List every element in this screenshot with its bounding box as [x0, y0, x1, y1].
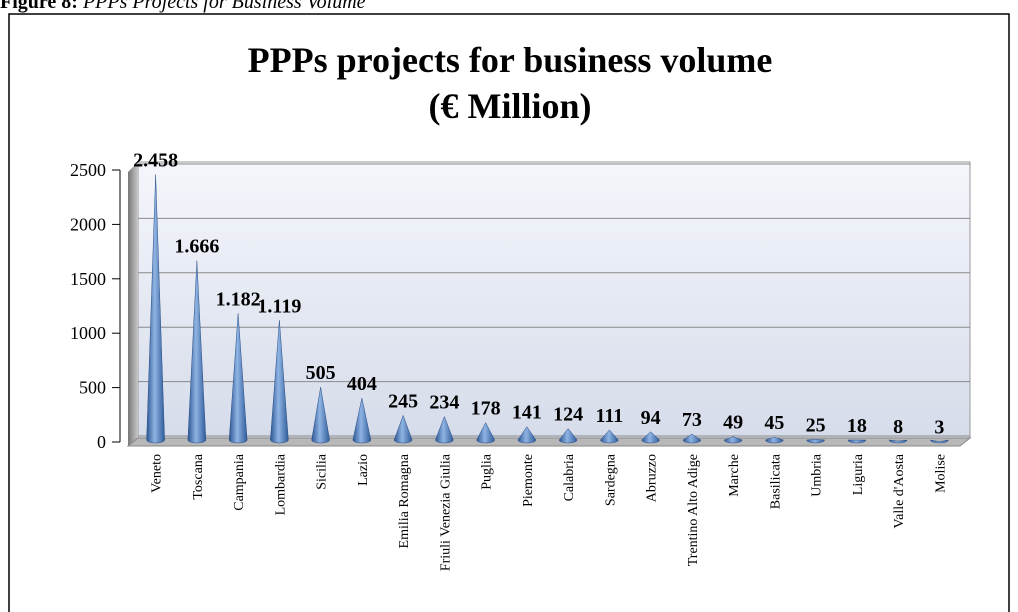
x-tick-label: Emilia Romagna	[397, 453, 412, 548]
value-label: 245	[388, 390, 418, 412]
cone	[476, 422, 495, 444]
x-tick-label: Umbria	[810, 453, 825, 497]
x-tick-label: Valle d'Aosta	[892, 453, 907, 528]
x-tick-label: Sardegna	[603, 453, 618, 506]
cone	[435, 415, 454, 444]
cone	[352, 397, 372, 444]
cone	[517, 426, 537, 444]
cone	[393, 414, 413, 444]
cone	[187, 260, 207, 444]
value-label: 1.182	[216, 288, 261, 310]
cone	[888, 439, 908, 444]
value-label: 234	[429, 392, 459, 414]
cone	[682, 433, 702, 444]
value-label: 111	[595, 405, 623, 427]
cone	[723, 436, 743, 444]
value-label: 73	[682, 409, 702, 431]
value-label: 3	[934, 417, 944, 439]
cone	[765, 436, 784, 444]
x-tick-label: Liguria	[851, 453, 866, 495]
value-label: 178	[471, 398, 501, 420]
cone	[847, 439, 867, 444]
x-tick-label: Sicilia	[315, 453, 330, 490]
x-tick-label: Marche	[727, 454, 742, 497]
cone	[311, 387, 330, 444]
value-label: 49	[723, 412, 743, 434]
x-tick-label: Campania	[232, 453, 247, 511]
value-label: 1.119	[257, 295, 301, 317]
value-label: 404	[347, 373, 377, 395]
cone	[600, 429, 619, 444]
value-label: 124	[553, 404, 583, 426]
value-label: 25	[806, 414, 826, 436]
y-tick-label: 2500	[70, 160, 106, 180]
side-wall	[128, 162, 138, 446]
x-tick-label: Lombardia	[273, 453, 288, 515]
value-label: 45	[764, 412, 784, 434]
y-tick-label: 1000	[70, 323, 106, 343]
x-tick-label: Basilicata	[768, 453, 783, 509]
caption-label: Figure 8:	[0, 0, 78, 13]
floor	[126, 437, 972, 447]
value-label: 94	[641, 407, 661, 429]
value-label: 8	[893, 416, 903, 438]
cone	[930, 439, 949, 444]
cone	[641, 431, 660, 444]
y-tick-label: 1500	[70, 269, 106, 289]
x-tick-label: Toscana	[191, 453, 206, 499]
cone	[228, 313, 248, 444]
value-label: 2.458	[133, 150, 178, 172]
frame	[8, 13, 1010, 612]
x-tick-label: Lazio	[356, 454, 371, 486]
y-tick-label: 2000	[70, 214, 106, 234]
x-tick-label: Veneto	[150, 454, 165, 493]
cone	[558, 428, 578, 444]
x-tick-label: Abruzzo	[645, 454, 660, 502]
value-label: 1.666	[174, 236, 219, 258]
x-tick-label: Molise	[933, 454, 948, 493]
value-label: 141	[512, 402, 542, 424]
x-tick-label: Puglia	[480, 453, 495, 490]
value-label: 18	[847, 415, 867, 437]
x-tick-label: Calabria	[562, 453, 577, 501]
chart-title: PPPs projects for business volume	[248, 40, 773, 80]
cone	[146, 174, 165, 444]
x-tick-label: Trentino Alto Adige	[686, 454, 701, 566]
caption-text: PPPs Projects for Business Volume	[82, 0, 366, 13]
x-tick-label: Friuli Venezia Giulia	[438, 453, 453, 571]
chart-subtitle: (€ Million)	[429, 86, 592, 126]
x-tick-label: Piemonte	[521, 454, 536, 507]
y-tick-label: 500	[79, 378, 106, 398]
figure-caption: Figure 8: PPPs Projects for Business Vol…	[0, 0, 366, 14]
cone	[270, 320, 289, 444]
y-tick-label: 0	[97, 432, 106, 452]
cone	[806, 439, 825, 444]
value-label: 505	[306, 362, 336, 384]
